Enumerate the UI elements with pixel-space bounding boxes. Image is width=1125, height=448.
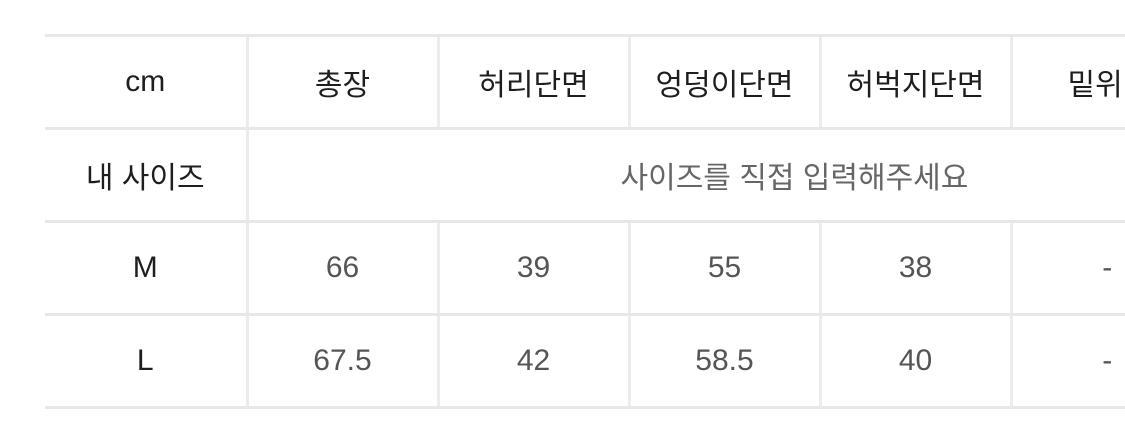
my-size-input[interactable]: 사이즈를 직접 입력해주세요 [245, 127, 1125, 223]
header-unit: cm [45, 34, 247, 130]
table-row: L 67.5 42 58.5 40 - [45, 313, 1125, 409]
header-row: cm 총장 허리단면 엉덩이단면 허벅지단면 밑위 [45, 34, 1125, 130]
size-table-container: cm 총장 허리단면 엉덩이단면 허벅지단면 밑위 내 사이즈 사이즈를 직접 … [45, 34, 1125, 409]
my-size-label: 내 사이즈 [45, 127, 247, 223]
table-row: M 66 39 55 38 - [45, 220, 1125, 316]
cell-waist: 42 [436, 313, 629, 409]
cell-waist: 39 [436, 220, 629, 316]
header-waist: 허리단면 [436, 34, 629, 130]
cell-hip: 58.5 [627, 313, 820, 409]
header-total-length: 총장 [245, 34, 438, 130]
size-label: L [45, 313, 247, 409]
cell-rise: - [1009, 313, 1125, 409]
cell-total-length: 67.5 [245, 313, 438, 409]
header-thigh: 허벅지단면 [818, 34, 1011, 130]
size-table: cm 총장 허리단면 엉덩이단면 허벅지단면 밑위 내 사이즈 사이즈를 직접 … [45, 34, 1125, 409]
size-label: M [45, 220, 247, 316]
header-hip: 엉덩이단면 [627, 34, 820, 130]
my-size-row: 내 사이즈 사이즈를 직접 입력해주세요 [45, 127, 1125, 223]
cell-hip: 55 [627, 220, 820, 316]
header-rise: 밑위 [1009, 34, 1125, 130]
cell-total-length: 66 [245, 220, 438, 316]
cell-thigh: 38 [818, 220, 1011, 316]
my-size-placeholder: 사이즈를 직접 입력해주세요 [620, 162, 969, 195]
cell-rise: - [1009, 220, 1125, 316]
cell-thigh: 40 [818, 313, 1011, 409]
